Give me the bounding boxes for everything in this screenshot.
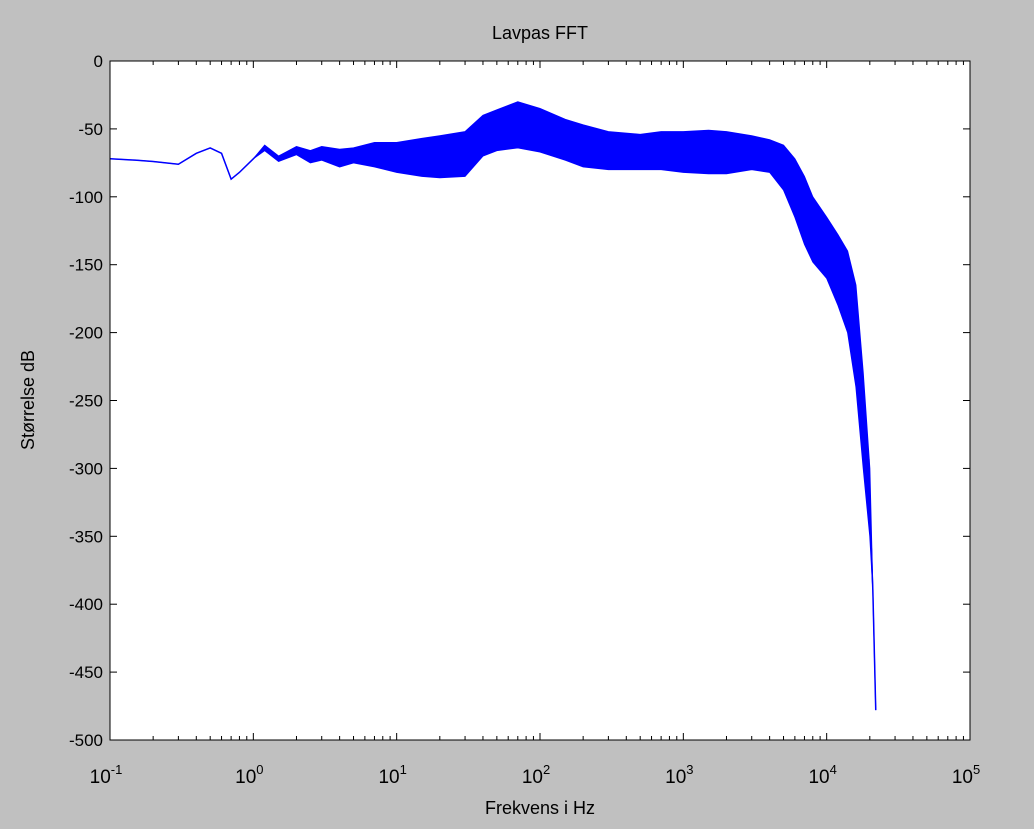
series-line xyxy=(109,122,877,711)
y-tick-label: -250 xyxy=(69,392,103,411)
y-tick-label: -300 xyxy=(69,459,103,478)
chart-title: Lavpas FFT xyxy=(492,23,588,43)
y-tick-label: -450 xyxy=(69,663,103,682)
y-tick-label: -50 xyxy=(78,120,103,139)
y-axis-label: Størrelse dB xyxy=(18,350,38,450)
y-tick-label: -150 xyxy=(69,256,103,275)
axes-background xyxy=(110,61,970,740)
y-tick-label: -350 xyxy=(69,527,103,546)
x-tick-label: 100 xyxy=(235,762,263,788)
y-tick-label: -500 xyxy=(69,731,103,750)
y-tick-label: -400 xyxy=(69,595,103,614)
x-tick-label: 104 xyxy=(808,762,836,788)
x-tick-label: 10-1 xyxy=(90,762,123,788)
x-tick-label: 101 xyxy=(378,762,406,788)
y-tick-label: -200 xyxy=(69,324,103,343)
y-tick-label: 0 xyxy=(94,52,103,71)
x-tick-label: 105 xyxy=(952,762,980,788)
x-tick-label: 102 xyxy=(522,762,550,788)
x-tick-label: 103 xyxy=(665,762,693,788)
axes-box xyxy=(109,60,971,741)
x-axis-label: Frekvens i Hz xyxy=(485,798,595,818)
y-tick-label: -100 xyxy=(69,188,103,207)
